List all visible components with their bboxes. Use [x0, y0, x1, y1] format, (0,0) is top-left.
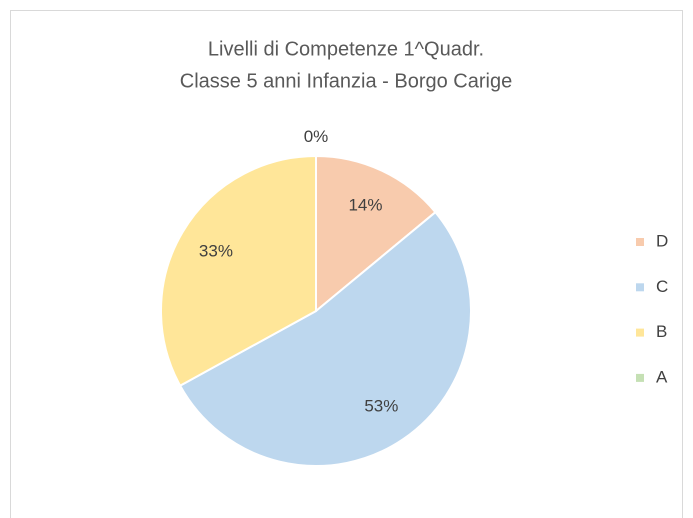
data-label: 14%	[348, 195, 382, 214]
legend-swatch	[636, 373, 644, 382]
pie-slice	[178, 210, 472, 467]
data-label: 33%	[199, 241, 233, 260]
legend-label: A	[656, 367, 668, 386]
data-label: 53%	[364, 397, 398, 416]
chart-subtitle: Classe 5 anni Infanzia - Borgo Carige	[180, 70, 512, 92]
pie-slice	[160, 154, 317, 388]
legend-label: D	[656, 231, 668, 250]
legend-swatch	[636, 283, 644, 292]
data-label: 0%	[304, 127, 329, 146]
legend-swatch	[636, 328, 644, 337]
chart-title: Livelli di Competenze 1^Quadr.	[208, 38, 484, 60]
legend-label: C	[656, 277, 668, 296]
legend-swatch	[636, 238, 644, 246]
legend-label: B	[656, 322, 667, 341]
pie-slice	[315, 154, 437, 314]
